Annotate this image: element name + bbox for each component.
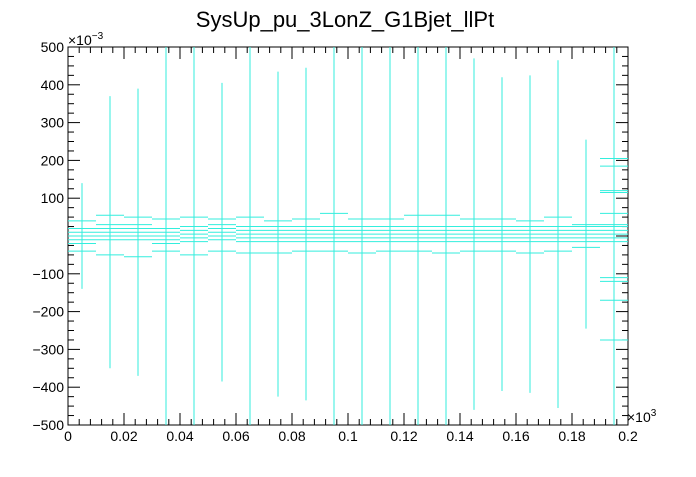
- x-axis: 0 0.02 0.04 0.06 0.08 0.1 0.12 0.14 0.16 0.18 0.2: [64, 47, 638, 444]
- data-point: [124, 88, 152, 376]
- data-series: [68, 47, 628, 425]
- y-axis-exponent: ×10−3: [68, 31, 104, 48]
- x-tick-label: 0.02: [110, 428, 137, 444]
- data-point: [180, 47, 208, 425]
- y-tick-label: 100: [41, 190, 65, 206]
- y-tick-label: 300: [41, 115, 65, 131]
- y-tick-label: −200: [32, 304, 64, 320]
- y-tick-label: −100: [32, 266, 64, 282]
- y-axis: −500 −400 −300 −200 −100 100 200 300 400 500: [32, 39, 628, 433]
- data-point: [68, 183, 96, 289]
- data-point: [348, 47, 376, 425]
- data-point: [320, 47, 348, 425]
- data-point: [152, 47, 180, 425]
- y-exponent-base: ×10: [68, 32, 92, 48]
- x-tick-label: 0.04: [166, 428, 193, 444]
- data-point: [488, 77, 516, 391]
- y-tick-label: 200: [41, 152, 65, 168]
- data-point: [516, 75, 544, 393]
- x-tick-label: 0.2: [618, 428, 638, 444]
- x-tick-label: 0.14: [446, 428, 473, 444]
- x-tick-label: 0.18: [558, 428, 585, 444]
- data-point: [460, 58, 488, 410]
- y-tick-label: 400: [41, 77, 65, 93]
- data-point: [264, 71, 292, 397]
- data-point: [600, 47, 628, 425]
- data-point: [572, 139, 600, 329]
- x-exponent-base: ×10: [627, 409, 651, 425]
- x-tick-label: 0.1: [338, 428, 358, 444]
- data-point: [404, 47, 432, 425]
- x-tick-label: 0.12: [390, 428, 417, 444]
- data-point: [432, 47, 460, 425]
- data-point: [96, 96, 124, 369]
- data-point: [236, 47, 264, 425]
- data-point: [376, 47, 404, 425]
- chart-title: SysUp_pu_3LonZ_G1Bjet_llPt: [196, 7, 494, 32]
- y-tick-label: −500: [32, 417, 64, 433]
- data-point: [208, 82, 236, 382]
- y-exponent-power: −3: [92, 31, 104, 42]
- svg-text:×103: ×103: [627, 408, 657, 425]
- y-tick-label: −400: [32, 379, 64, 395]
- x-axis-exponent: ×103: [627, 408, 657, 425]
- x-tick-label: 0.16: [502, 428, 529, 444]
- y-tick-label: 500: [41, 39, 65, 55]
- x-tick-label: 0: [64, 428, 72, 444]
- x-tick-label: 0.06: [222, 428, 249, 444]
- svg-text:×10−3: ×10−3: [68, 31, 104, 48]
- data-point: [292, 67, 320, 401]
- data-point: [544, 60, 572, 408]
- y-tick-label: −300: [32, 341, 64, 357]
- x-tick-label: 0.08: [278, 428, 305, 444]
- x-exponent-power: 3: [651, 408, 657, 419]
